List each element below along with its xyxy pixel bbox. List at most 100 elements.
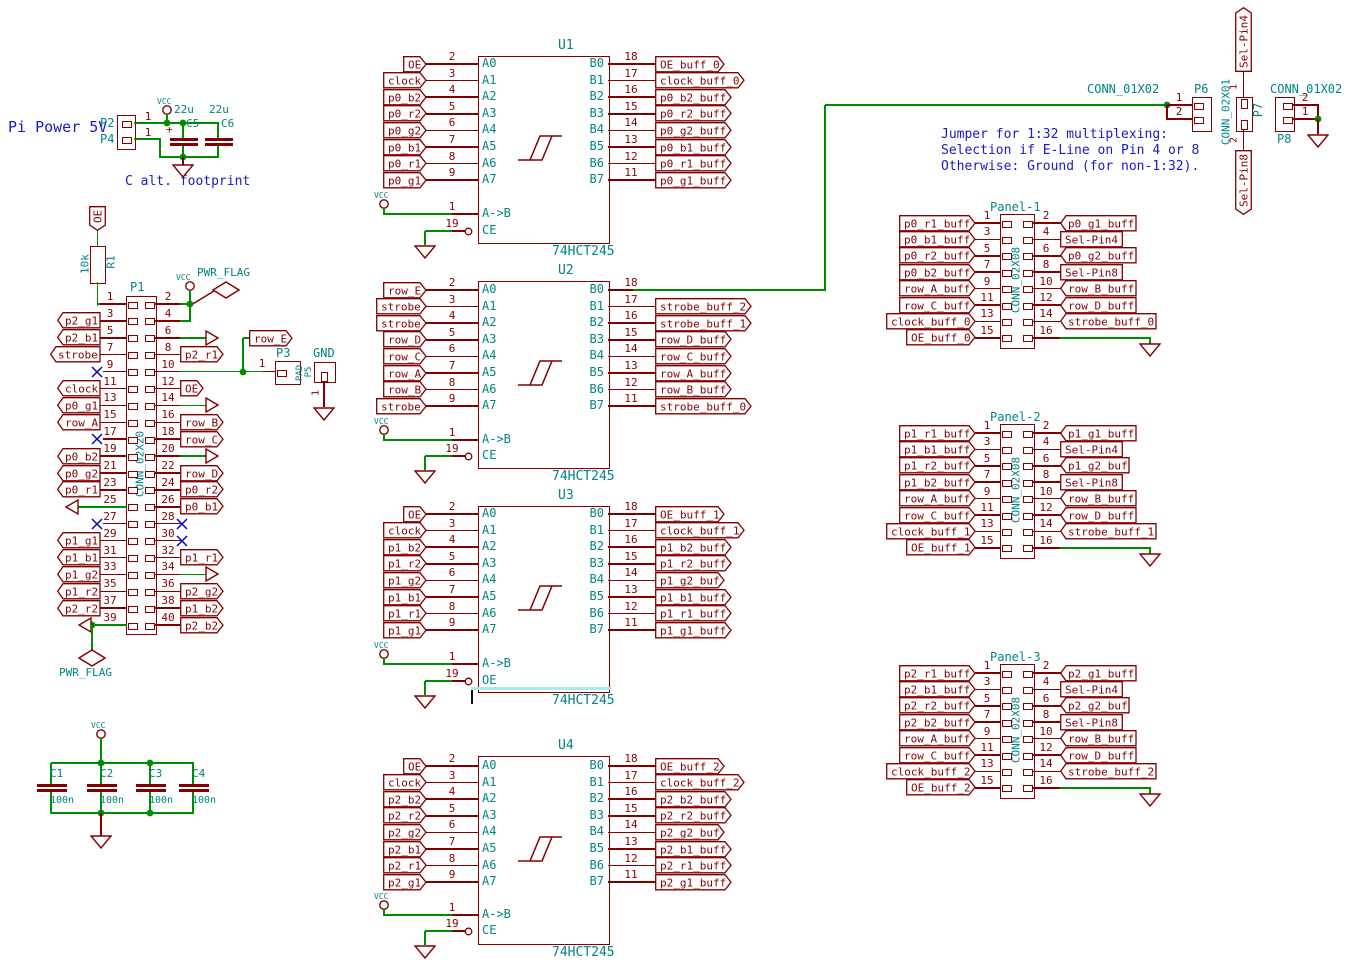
pwr-flag-text[interactable]: PWR_FLAG [197,266,250,279]
net-label-p2_b2_buff[interactable]: p2_b2_buff [899,713,976,732]
net-label-p2_b1[interactable]: p2_b1 [383,840,427,859]
net-label-row_D_buff[interactable]: row_D_buff [655,331,732,349]
net-label-Sel-Pin8[interactable]: Sel-Pin8 [1235,150,1253,216]
net-label-p2_b2[interactable]: p2_b2 [180,616,224,635]
net-label-row_A_buff[interactable]: row_A_buff [899,280,976,298]
ref-U2[interactable]: U2 [558,263,574,278]
ref-U1[interactable]: U1 [558,38,574,53]
net-label-p1_b1[interactable]: p1_b1 [383,588,427,607]
pi-power-title[interactable]: Pi Power 5V [8,118,108,136]
ref-C2[interactable]: C2 [100,767,114,780]
net-label-row_B[interactable]: row_B [383,381,427,399]
net-label-p2_r1_buff[interactable]: p2_r1_buff [899,664,976,683]
gnd-pad-name[interactable]: GND [313,346,335,360]
value-C3[interactable]: 100n [149,795,174,806]
net-label-p1_b2[interactable]: p1_b2 [180,599,224,618]
pwr-flag-icon[interactable] [212,281,240,299]
net-label-OE_buff_2[interactable]: OE_buff_2 [655,757,725,776]
net-label-p0_b2_buff[interactable]: p0_b2_buff [899,263,976,282]
ref-U3[interactable]: U3 [558,488,574,503]
net-label-row_A_buff[interactable]: row_A_buff [899,490,976,508]
net-label-p1_g2[interactable]: p1_g2 [57,565,101,584]
net-label-p1_r1[interactable]: p1_r1 [383,605,427,623]
ic-U1-body[interactable] [478,56,610,244]
net-label-p0_r2_buff[interactable]: p0_r2_buff [899,247,976,265]
ic-U4-body[interactable] [478,756,610,945]
jumper-note-line1[interactable]: Jumper for 1:32 multiplexing: [941,127,1168,142]
value-Panel-3[interactable]: CONN_02X08 [1009,697,1023,764]
net-label-p1_g1_buff[interactable]: p1_g1_buff [655,621,732,640]
net-label-row_C_buff[interactable]: row_C_buff [655,347,732,366]
resistor-R1-body[interactable] [90,246,106,284]
net-label-Sel-Pin8[interactable]: Sel-Pin8 [1060,473,1124,492]
net-label-strobe_buff_2[interactable]: strobe_buff_2 [1060,762,1157,781]
net-label-p0_b1_buff[interactable]: p0_b1_buff [899,230,976,249]
net-label-p2_g1[interactable]: p2_g1 [57,312,101,330]
net-label-row_E[interactable]: row_E [249,329,293,348]
net-label-row_C[interactable]: row_C [383,347,427,366]
net-label-Sel-Pin8[interactable]: Sel-Pin8 [1060,263,1124,282]
net-label-p1_b1[interactable]: p1_b1 [57,549,101,567]
ref-C3[interactable]: C3 [149,767,163,780]
net-label-row_A_buff[interactable]: row_A_buff [899,730,976,748]
net-label-p2_r2[interactable]: p2_r2 [57,599,101,618]
net-label-OE[interactable]: OE [403,55,427,74]
net-label-p1_r2[interactable]: p1_r2 [383,555,427,573]
ref-P5[interactable]: P5 [303,366,314,378]
ref-C4[interactable]: C4 [192,767,206,780]
net-label-p0_b2[interactable]: p0_b2 [57,447,101,466]
net-label-row_B[interactable]: row_B [180,413,224,432]
c-alt-footprint-note[interactable]: C alt. footprint [125,174,251,189]
value-U1[interactable]: 74HCT245 [552,244,615,259]
connector-Panel-1-body[interactable] [1000,214,1035,349]
ref-P3[interactable]: P3 [276,346,291,360]
net-label-p1_b2_buff[interactable]: p1_b2_buff [655,538,732,557]
net-label-p2_r1[interactable]: p2_r1 [383,857,427,875]
net-label-p0_r1[interactable]: p0_r1 [57,481,101,499]
net-label-strobe[interactable]: strobe [376,298,427,316]
ref-C5[interactable]: C5 [186,117,200,130]
net-label-clock_buff_2[interactable]: clock_buff_2 [655,774,745,792]
net-label-row_C_buff[interactable]: row_C_buff [899,296,976,315]
net-label-p1_b1_buff[interactable]: p1_b1_buff [899,440,976,459]
net-label-p1_r1_buff[interactable]: p1_r1_buff [655,605,732,623]
net-label-p0_r2[interactable]: p0_r2 [383,105,427,123]
net-label-strobe_buff_1[interactable]: strobe_buff_1 [1060,522,1157,541]
net-label-p0_g1_buff[interactable]: p0_g1_buff [1060,214,1137,233]
value-Panel-1[interactable]: CONN_02X08 [1009,247,1023,314]
net-label-Sel-Pin4[interactable]: Sel-Pin4 [1235,7,1253,73]
net-label-strobe_buff_1[interactable]: strobe_buff_1 [655,314,752,333]
net-label-Sel-Pin8[interactable]: Sel-Pin8 [1060,713,1124,732]
net-label-p2_b2[interactable]: p2_b2 [383,790,427,809]
ref-P6[interactable]: P6 [1194,82,1209,96]
net-label-row_D[interactable]: row_D [383,331,427,349]
net-label-row_D[interactable]: row_D [180,464,224,483]
value-P8[interactable]: CONN_01X02 [1270,82,1343,96]
net-label-row_D_buff[interactable]: row_D_buff [1060,296,1137,315]
net-label-clock[interactable]: clock [383,72,427,90]
net-label-OE[interactable]: OE [403,757,427,776]
net-label-OE_buff_0[interactable]: OE_buff_0 [906,329,976,347]
net-label-p1_b2_buff[interactable]: p1_b2_buff [899,473,976,492]
net-label-clock_buff_0[interactable]: clock_buff_0 [655,72,745,90]
ref-P7[interactable]: P7 [1251,102,1266,118]
ic-U2-body[interactable] [478,281,610,469]
ref-P4[interactable]: P4 [100,132,115,146]
value-P6[interactable]: CONN_01X02 [1087,82,1160,96]
net-label-p2_r2_buff[interactable]: p2_r2_buff [655,807,732,825]
net-label-p1_r1[interactable]: p1_r1 [180,549,224,567]
ref-P2[interactable]: P2 [100,116,115,130]
net-label-p1_g1[interactable]: p1_g1 [383,621,427,640]
net-label-p2_g2[interactable]: p2_g2 [180,582,224,601]
net-label-p1_b1_buff[interactable]: p1_b1_buff [655,588,732,607]
net-label-p2_r1[interactable]: p2_r1 [180,346,224,364]
net-label-p0_g1[interactable]: p0_g1 [57,396,101,415]
net-label-clock_buff_0[interactable]: clock_buff_0 [886,312,976,331]
net-label-p2_g2[interactable]: p2_g2 [383,823,427,842]
net-label-OE_buff_0[interactable]: OE_buff_0 [655,55,725,74]
pwr-flag-text-bottom[interactable]: PWR_FLAG [59,666,112,679]
value-U2[interactable]: 74HCT245 [552,469,615,484]
net-label-strobe[interactable]: strobe [50,346,101,364]
connector-P7-body[interactable] [1236,97,1253,132]
net-label-p1_r2_buff[interactable]: p1_r2_buff [655,555,732,573]
